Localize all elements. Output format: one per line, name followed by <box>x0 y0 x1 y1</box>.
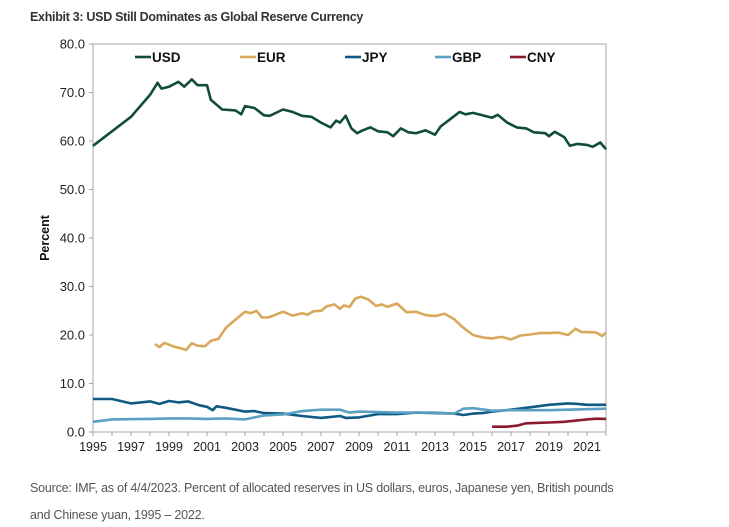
legend-label-usd: USD <box>152 50 181 65</box>
x-tick-label: 2019 <box>535 440 563 454</box>
y-tick-label: 70.0 <box>60 85 85 100</box>
x-tick-label: 2003 <box>231 440 259 454</box>
x-tick-label: 2005 <box>269 440 297 454</box>
source-caption-line-2: and Chinese yuan, 1995 – 2022. <box>30 508 205 522</box>
series-line-jpy <box>93 397 606 420</box>
x-tick-label: 2011 <box>384 440 411 454</box>
x-tick-label: 1997 <box>117 440 145 454</box>
y-tick-label: 40.0 <box>60 231 85 246</box>
series-line-eur <box>154 295 607 352</box>
y-tick-label: 0.0 <box>67 425 85 440</box>
x-tick-label: 1999 <box>155 440 183 454</box>
x-tick-label: 2015 <box>459 440 487 454</box>
y-axis-label: Percent <box>38 214 52 261</box>
y-tick-label: 10.0 <box>60 376 85 391</box>
source-caption-line-1: Source: IMF, as of 4/4/2023. Percent of … <box>30 481 614 495</box>
plot-frame <box>92 43 607 433</box>
legend-label-eur: EUR <box>257 50 286 65</box>
chart-title: Exhibit 3: USD Still Dominates as Global… <box>30 10 364 24</box>
x-tick-label: 2007 <box>307 440 335 454</box>
x-tick-label: 2017 <box>497 440 525 454</box>
legend-label-jpy: JPY <box>362 50 388 65</box>
series-line-gbp <box>92 406 607 424</box>
series-line-usd <box>92 78 607 151</box>
y-tick-label: 60.0 <box>60 134 85 149</box>
x-tick-label: 2009 <box>345 440 373 454</box>
y-tick-label: 50.0 <box>60 182 85 197</box>
x-tick-label: 2021 <box>573 440 601 454</box>
y-tick-label: 20.0 <box>60 328 85 343</box>
y-tick-label: 30.0 <box>60 279 85 294</box>
legend-label-gbp: GBP <box>452 50 481 65</box>
x-tick-label: 2013 <box>421 440 449 454</box>
series-line-cny <box>492 417 607 428</box>
y-tick-label: 80.0 <box>60 37 85 52</box>
legend-label-cny: CNY <box>527 50 556 65</box>
x-tick-label: 1995 <box>79 440 107 454</box>
x-tick-label: 2001 <box>193 440 221 454</box>
